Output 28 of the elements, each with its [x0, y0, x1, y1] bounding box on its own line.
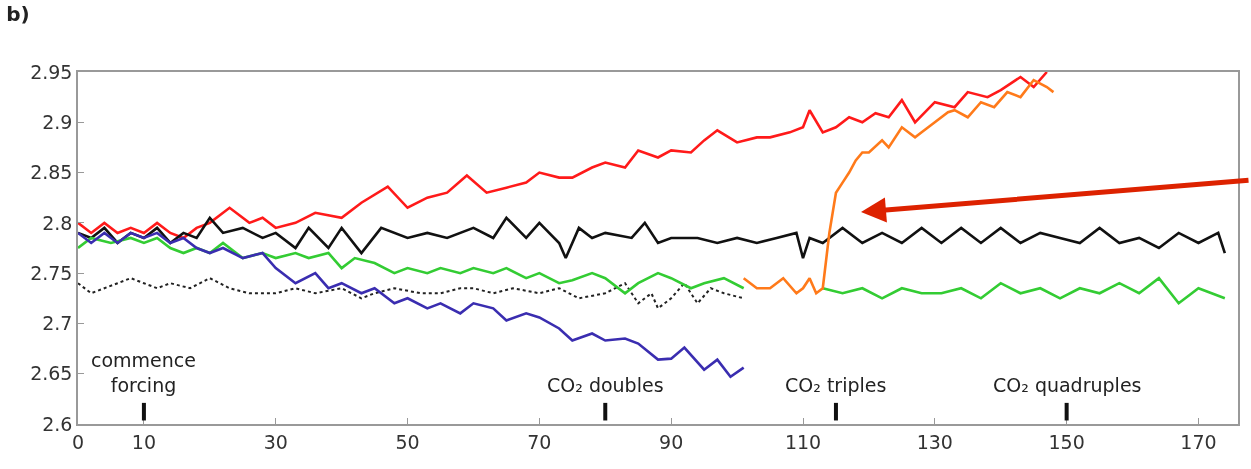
chart-title: b)	[6, 2, 30, 27]
x-tick-label: 150	[1048, 430, 1085, 453]
x-tick-label: 130	[916, 430, 953, 453]
x-tick-label: 170	[1180, 430, 1217, 453]
ref-line-label: CO₂ quadruples	[993, 374, 1142, 396]
line-series	[78, 72, 1049, 240]
y-tick-label: 2.8	[42, 211, 73, 234]
x-tick-label: 0	[71, 430, 85, 453]
x-tick-label: 30	[263, 430, 288, 453]
x-tick-label: 90	[659, 430, 684, 453]
y-tick-label: 2.9	[42, 110, 73, 133]
y-tick-label: 2.95	[30, 60, 73, 83]
line-series	[78, 277, 745, 310]
y-tick-label: 2.85	[30, 161, 73, 184]
ref-line-label: CO₂ triples	[785, 374, 887, 396]
line-series	[742, 78, 1055, 295]
ref-line-label: commence forcing	[91, 349, 196, 396]
ref-line-label: CO₂ doubles	[547, 374, 664, 396]
line-series	[78, 216, 1227, 260]
y-tick-label: 2.75	[30, 261, 73, 284]
x-tick-label: 70	[527, 430, 552, 453]
y-tick-label: 2.65	[30, 362, 73, 385]
y-tick-label: 2.7	[42, 312, 73, 335]
y-tick-label: 2.6	[42, 412, 73, 435]
x-tick-label: 50	[395, 430, 420, 453]
x-tick-label: 10	[131, 430, 156, 453]
x-tick-label: 110	[784, 430, 822, 453]
line-series	[78, 231, 745, 379]
